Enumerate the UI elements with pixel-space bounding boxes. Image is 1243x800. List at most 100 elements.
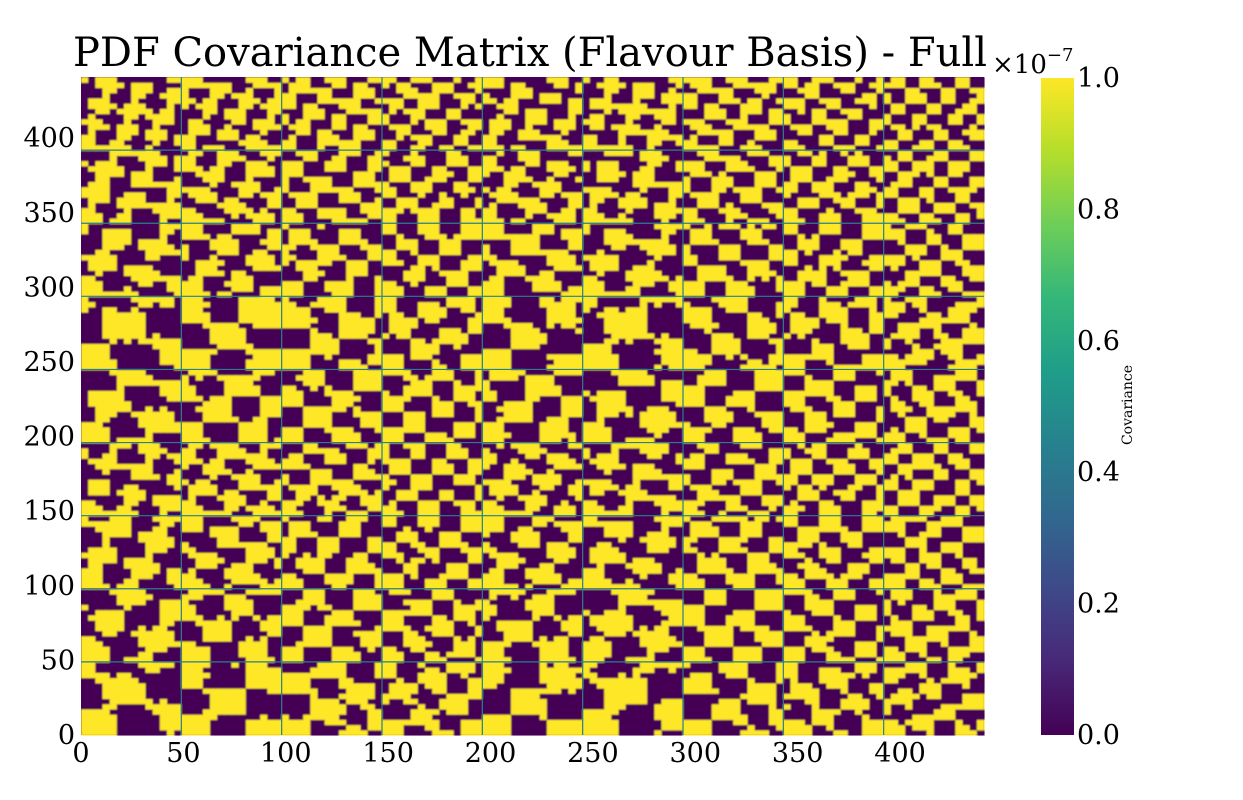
heatmap-cell [453,682,462,689]
heatmap-cell [245,578,254,585]
heatmap-cell [518,661,526,668]
heatmap-cell [769,724,777,731]
heatmap-cell [460,573,469,579]
heatmap-cell [403,693,412,700]
heatmap-cell [439,526,448,532]
heatmap-cell [611,562,620,569]
heatmap-cell [912,729,921,736]
heatmap-cell [195,588,204,595]
heatmap-cell [561,583,569,590]
heatmap-cell [726,641,734,647]
heatmap-cell [876,656,885,663]
heatmap-cell [382,578,390,585]
heatmap-cell [95,520,104,527]
heatmap-cell [460,661,469,668]
heatmap-cell [152,693,161,700]
heatmap-cell [281,583,290,590]
heatmap-cell [783,635,792,642]
heatmap-cell [482,651,491,658]
heatmap-cell [88,719,96,726]
heatmap-cell [417,714,426,720]
heatmap-cell [532,693,541,700]
heatmap-cell [496,630,505,637]
heatmap-cell [475,646,483,653]
heatmap-cell [217,630,225,637]
heatmap-cell [812,552,820,559]
heatmap-cell [597,604,605,611]
heatmap-cell [790,552,799,559]
heatmap-cell [224,682,233,689]
heatmap-cell [539,708,548,715]
heatmap-cell [353,630,362,637]
heatmap-cell [81,719,89,726]
heatmap-cell [317,625,326,632]
heatmap-cell [224,557,233,564]
heatmap-cell [116,646,125,653]
heatmap-cell [747,531,756,538]
heatmap-cell [568,557,577,564]
heatmap-cell [575,520,584,527]
heatmap-cell [869,635,878,642]
heatmap-cell [554,541,562,548]
heatmap-cell [862,557,870,564]
heatmap-cell [769,604,777,611]
heatmap-cell [761,708,770,715]
heatmap-cell [446,682,455,689]
heatmap-cell [81,609,89,616]
heatmap-cell [962,708,971,715]
heatmap-cell [245,682,254,689]
heatmap-cell [267,604,276,611]
heatmap-cell [826,609,835,616]
heatmap-cell [532,646,541,653]
heatmap-cell [647,630,655,637]
heatmap-cell [783,719,792,726]
heatmap-cell [898,641,906,647]
heatmap-cell [432,531,440,538]
heatmap-cell [281,646,290,653]
heatmap-cell [761,526,770,532]
heatmap-cell [847,661,856,668]
heatmap-cell [776,719,784,726]
heatmap-cell [754,541,763,548]
heatmap-cell [303,646,311,653]
heatmap-cell [396,541,405,548]
heatmap-cell [453,599,462,606]
heatmap-cell [747,724,756,731]
heatmap-cell [546,526,555,532]
heatmap-cell [812,583,820,590]
heatmap-cell [210,520,218,527]
heatmap-cell [468,599,476,606]
heatmap-cell [675,562,684,569]
heatmap-cell [575,594,584,600]
heatmap-cell [245,719,254,726]
heatmap-cell [833,646,842,653]
heatmap-cell [683,682,691,689]
heatmap-cell [417,677,426,684]
heatmap-cell [776,625,784,632]
heatmap-cell [174,651,182,658]
heatmap-cell [346,557,354,564]
heatmap-cell [267,541,276,548]
heatmap-cell [948,698,956,705]
heatmap-cell [331,646,340,653]
heatmap-cell [432,688,440,694]
heatmap-cell [245,541,254,548]
heatmap-cell [905,708,913,715]
heatmap-cell [496,594,505,600]
heatmap-cell [668,520,677,527]
heatmap-cell [761,698,770,705]
heatmap-cell [260,630,268,637]
heatmap-cell [589,536,598,543]
heatmap-cell [260,672,268,679]
heatmap-cell [546,672,555,679]
heatmap-cell [862,562,870,569]
heatmap-cell [138,620,147,626]
heatmap-cell [81,562,89,569]
heatmap-cell [403,541,412,548]
heatmap-cell [640,583,648,590]
heatmap-cell [152,520,161,527]
heatmap-cell [432,526,440,532]
heatmap-cell [955,688,964,694]
heatmap-cell [296,520,304,527]
heatmap-cell [238,667,247,673]
